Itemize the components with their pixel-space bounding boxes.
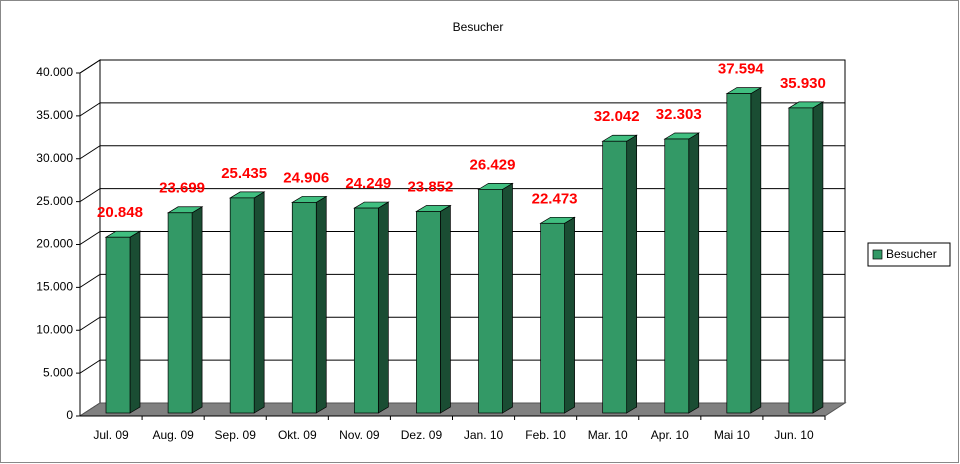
legend-label: Besucher	[886, 247, 937, 261]
legend-box	[867, 242, 951, 267]
bar	[477, 182, 514, 414]
value-label: 32.042	[594, 108, 640, 125]
bar-front	[167, 212, 193, 414]
bar-front	[291, 202, 317, 414]
bar	[725, 87, 763, 414]
bar-side	[315, 195, 327, 414]
value-label: 20.848	[97, 204, 143, 221]
bar-front	[105, 236, 131, 414]
y-tick-label: 30.000	[36, 151, 73, 165]
y-tick-label: 20.000	[36, 237, 73, 251]
bar-side	[812, 101, 824, 414]
bar	[539, 216, 576, 414]
bar-front	[353, 207, 379, 414]
y-tick-label: 10.000	[36, 322, 73, 336]
value-label: 26.429	[470, 156, 516, 173]
legend-swatch	[872, 249, 883, 260]
bar	[290, 195, 328, 414]
value-label: 25.435	[221, 165, 267, 182]
grid-line-side	[79, 359, 101, 374]
value-label: 37.594	[718, 61, 765, 78]
bar-front	[788, 107, 814, 414]
x-tick-label: Okt. 09	[278, 428, 317, 442]
grid-line-side	[79, 316, 101, 331]
x-tick-label: Mar. 10	[588, 428, 628, 442]
y-tick-label: 40.000	[36, 65, 73, 79]
bar	[601, 134, 638, 414]
bar	[228, 191, 266, 414]
x-tick-label: Sep. 09	[215, 428, 257, 442]
bar-side	[564, 216, 575, 414]
grid-line-side	[79, 145, 101, 160]
y-tick-label: 35.000	[36, 108, 73, 122]
x-tick-label: Jan. 10	[464, 428, 504, 442]
bar-front	[726, 93, 752, 414]
bar	[353, 201, 390, 414]
x-tick-label: Mai 10	[714, 428, 750, 442]
value-label: 22.473	[532, 190, 578, 207]
bar-front	[478, 189, 503, 414]
grid-line-side	[79, 273, 101, 288]
bar-front	[664, 138, 690, 414]
x-tick-label: Nov. 09	[339, 428, 380, 442]
x-tick-label: Aug. 09	[152, 428, 194, 442]
x-tick-label: Jun. 10	[774, 428, 814, 442]
x-tick-label: Feb. 10	[525, 428, 566, 442]
bar-side	[440, 204, 451, 414]
bar	[663, 132, 701, 414]
y-tick-label: 25.000	[36, 194, 73, 208]
bar-side	[253, 191, 265, 414]
x-tick-label: Dez. 09	[401, 428, 443, 442]
x-tick-label: Apr. 10	[651, 428, 689, 442]
grid-line-side	[79, 59, 101, 74]
value-label: 23.699	[159, 180, 205, 197]
y-tick-label: 0	[66, 408, 73, 422]
value-label: 24.906	[283, 169, 329, 186]
bar	[166, 206, 204, 414]
x-tick-label: Jul. 09	[93, 428, 129, 442]
bar-front	[602, 140, 628, 414]
chart-title: Besucher	[453, 20, 504, 34]
value-label: 35.930	[780, 75, 826, 92]
bar-side	[502, 182, 513, 414]
grid-line-side	[79, 231, 101, 245]
bar	[104, 230, 142, 414]
y-tick-label: 5.000	[43, 365, 73, 379]
bar-side	[191, 206, 203, 414]
bar-side	[626, 134, 638, 414]
value-label: 32.303	[656, 106, 702, 123]
value-label: 23.852	[407, 178, 453, 195]
bar-side	[129, 230, 141, 414]
grid-line-side	[79, 188, 101, 203]
bar-side	[377, 201, 389, 414]
bar-front	[229, 197, 255, 414]
bar	[415, 204, 452, 414]
bar	[787, 101, 825, 414]
bar-front	[416, 211, 441, 414]
grid-line-side	[79, 102, 101, 117]
bar-front	[540, 222, 565, 414]
value-label: 24.249	[345, 175, 391, 192]
bar-side	[750, 87, 762, 414]
y-tick-label: 15.000	[36, 280, 73, 294]
bar-side	[688, 132, 700, 414]
